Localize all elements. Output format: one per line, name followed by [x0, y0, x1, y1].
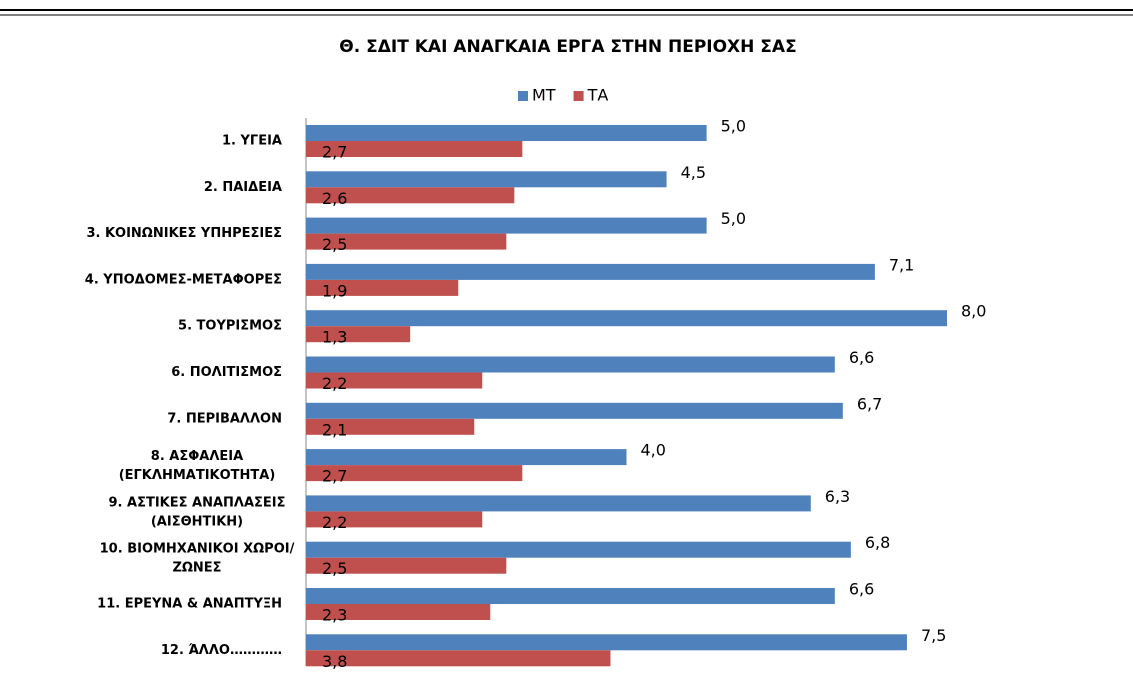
data-label: 6,6 — [849, 348, 874, 367]
data-label: 7,1 — [889, 255, 914, 274]
data-label: 2,7 — [322, 143, 347, 162]
data-label: 5,0 — [721, 209, 746, 228]
bar — [306, 356, 835, 373]
bar — [306, 125, 707, 141]
bar — [306, 588, 835, 604]
legend-label: ΜΤ — [532, 86, 556, 105]
legend-swatch — [573, 91, 584, 101]
category-label: 5. ΤΟΥΡΙΣΜΟΣ — [178, 319, 282, 334]
category-label: 2. ΠΑΙΔΕΙΑ — [204, 180, 282, 195]
bar — [306, 141, 523, 157]
bar — [306, 541, 851, 558]
category-label: 3. ΚΟΙΝΩΝΙΚΕΣ ΥΠΗΡΕΣΙΕΣ — [86, 226, 282, 241]
category-label: 6. ΠΟΛΙΤΙΣΜΟΣ — [171, 365, 282, 380]
bar — [306, 187, 515, 204]
data-label: 2,1 — [322, 420, 347, 439]
bar — [306, 634, 907, 651]
data-label: 2,7 — [322, 467, 347, 486]
bar — [306, 495, 811, 512]
bar — [306, 557, 507, 574]
category-label: 7. ΠΕΡΙΒΑΛΛΟΝ — [167, 411, 282, 426]
category-label: 12. ΆΛΛΟ………… — [161, 643, 282, 658]
data-label: 2,2 — [322, 374, 347, 393]
bar — [306, 372, 483, 389]
category-label: 11. ΕΡΕΥΝΑ & ΑΝΑΠΤΥΞΗ — [97, 597, 282, 612]
category-label: 1. ΥΓΕΙΑ — [222, 134, 282, 149]
data-label: 2,3 — [322, 606, 347, 625]
data-label: 6,6 — [849, 580, 874, 599]
data-label: 7,5 — [921, 626, 946, 645]
data-label: 1,9 — [322, 281, 347, 300]
bar — [306, 650, 611, 667]
bar — [306, 279, 459, 296]
data-label: 6,7 — [857, 394, 882, 413]
data-label: 1,3 — [322, 328, 347, 347]
bar — [306, 171, 667, 188]
bar — [306, 310, 947, 327]
legend-swatch — [518, 91, 528, 101]
data-label: 6,8 — [865, 533, 890, 552]
data-label: 4,0 — [641, 441, 666, 460]
bar — [306, 233, 507, 250]
bar — [306, 418, 475, 435]
bar — [306, 604, 491, 620]
data-label: 2,5 — [322, 235, 347, 254]
data-label: 2,6 — [322, 189, 347, 208]
legend-label: ΤΑ — [587, 86, 609, 105]
chart-title: Θ. ΣΔΙΤ ΚΑΙ ΑΝΑΓΚΑΙΑ ΕΡΓΑ ΣΤΗΝ ΠΕΡΙΟΧΗ Σ… — [339, 37, 796, 57]
data-label: 8,0 — [961, 302, 986, 321]
bar — [306, 449, 627, 466]
bar — [306, 326, 411, 343]
data-label: 6,3 — [825, 487, 850, 506]
category-label: 4. ΥΠΟΔΟΜΕΣ-ΜΕΤΑΦΟΡΕΣ — [85, 272, 282, 287]
category-label: 9. ΑΣΤΙΚΕΣ ΑΝΑΠΛΑΣΕΙΣ (ΑΙΣΘΗΤΙΚΗ) — [109, 495, 286, 529]
data-label: 5,0 — [721, 117, 746, 136]
bar — [306, 465, 523, 482]
bar — [306, 217, 707, 234]
bar — [306, 402, 843, 419]
data-label: 4,5 — [681, 163, 706, 182]
bar — [306, 511, 483, 528]
bar — [306, 263, 875, 280]
data-label: 2,5 — [322, 559, 347, 578]
category-label: 8. ΑΣΦΑΛΕΙΑ (ΕΓΚΛΗΜΑΤΙΚΟΤΗΤΑ) — [119, 449, 276, 483]
data-label: 3,8 — [322, 652, 347, 671]
category-label: 10. ΒΙΟΜΗΧΑΝΙΚΟΙ ΧΩΡΟΙ/ΖΩΝΕΣ — [100, 541, 295, 575]
data-label: 2,2 — [322, 513, 347, 532]
